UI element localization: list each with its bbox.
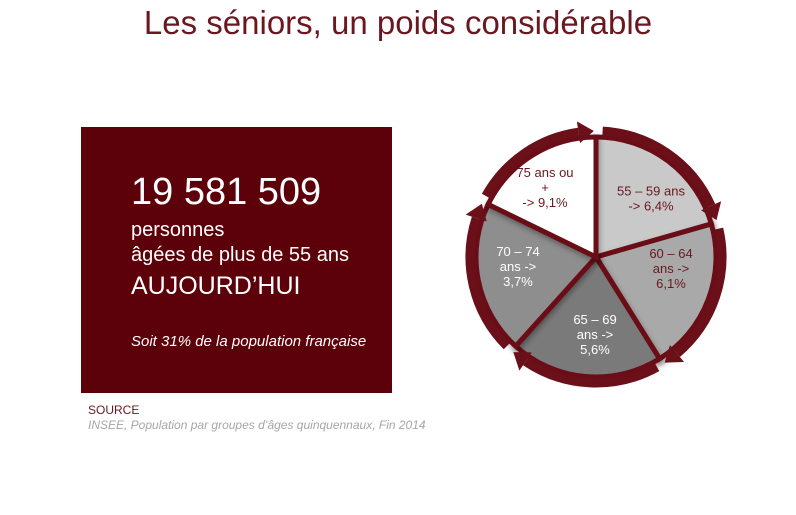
- source-label: SOURCE: [88, 403, 140, 417]
- ring-arrow-head-5: [576, 121, 594, 144]
- pie-slice-label-1: 55 – 59 ans -> 6,4%: [617, 184, 685, 214]
- ring-arrow-head-4: [465, 203, 487, 222]
- population-count: 19 581 509: [131, 171, 322, 213]
- ring-arrow-arc-2: [674, 227, 727, 357]
- panel-line-age: âgées de plus de 55 ans: [131, 244, 349, 266]
- pie-slice-label-4: 70 – 74 ans -> 3,7%: [496, 244, 539, 289]
- ring-arrow-head-2: [664, 345, 685, 363]
- panel-line-share: Soit 31% de la population française: [131, 333, 367, 350]
- ring-arrow-head-1: [701, 201, 722, 221]
- ring-arrow-arc-3: [523, 357, 660, 388]
- pie-slice-label-5: 75 ans ou + -> 9,1%: [516, 165, 573, 210]
- ring-arrow-head-3: [513, 352, 532, 371]
- source-text: INSEE, Population par groupes d’âges qui…: [88, 418, 426, 432]
- panel-line-persons: personnes: [131, 219, 225, 241]
- ring-arrow-arc-5: [481, 127, 580, 199]
- pie-slice-label-3: 65 – 69 ans -> 5,6%: [573, 312, 616, 357]
- pie-slice-label-2: 60 – 64 ans -> 6,1%: [649, 246, 692, 291]
- stats-panel: 19 581 509 personnes âgées de plus de 55…: [81, 127, 392, 393]
- panel-line-today: AUJOURD’HUI: [131, 272, 301, 300]
- page-title: Les séniors, un poids considérable: [143, 4, 653, 41]
- ring-arrow-arc-4: [465, 216, 511, 350]
- ring-arrow-arc-1: [602, 126, 716, 208]
